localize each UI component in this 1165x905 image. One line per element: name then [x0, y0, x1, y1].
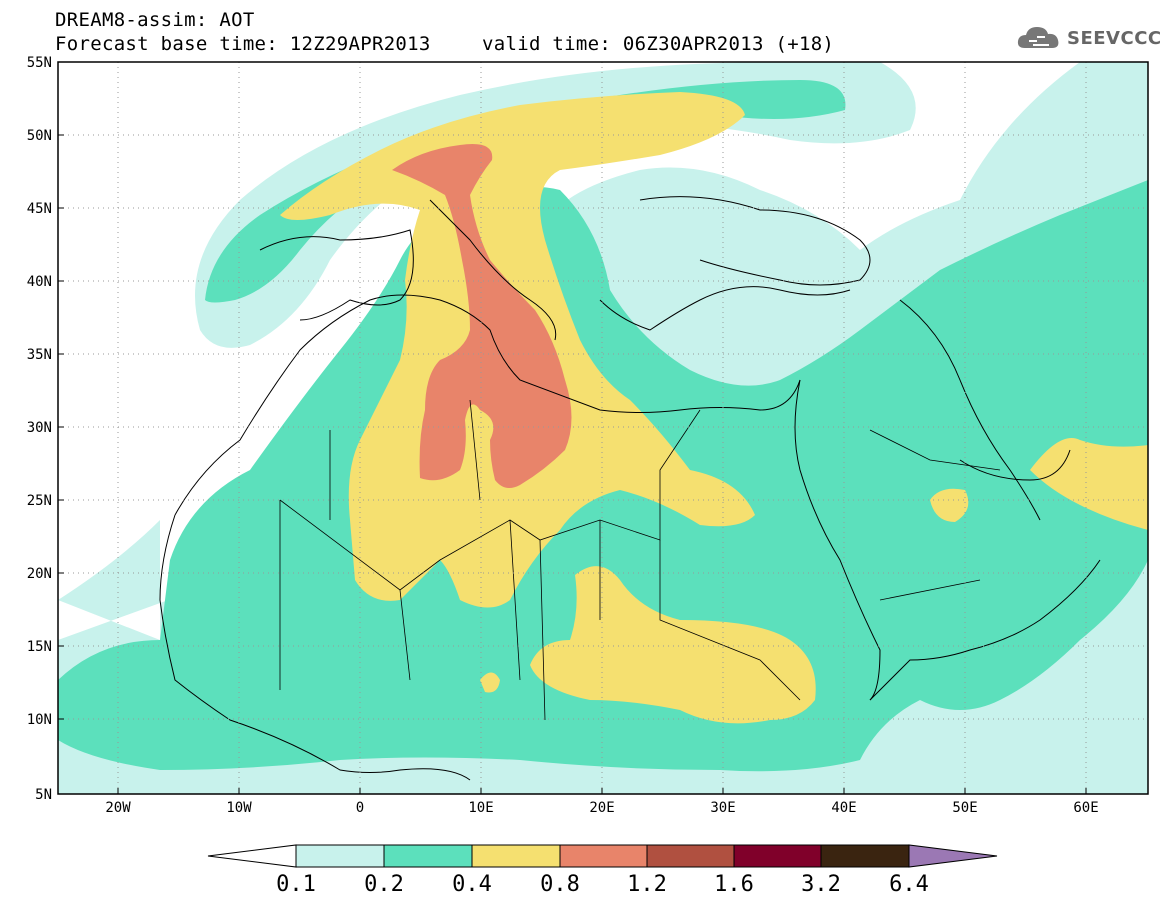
map-frame: [57, 61, 1149, 795]
lon-label: 20E: [589, 800, 614, 816]
colorbar-label: 1.2: [627, 872, 667, 897]
colorbar-segment: [646, 844, 735, 868]
lat-lon-grid: [58, 62, 1148, 794]
colorbar-label: 0.1: [276, 872, 316, 897]
lat-label: 40N: [27, 274, 52, 290]
colorbar-label: 3.2: [801, 872, 841, 897]
colorbar-segment: [559, 844, 648, 868]
lon-label: 0: [356, 800, 364, 816]
lat-label: 10N: [27, 712, 52, 728]
lat-label: 30N: [27, 420, 52, 436]
colorbar-segment: [733, 844, 822, 868]
lat-label: 20N: [27, 566, 52, 582]
country-borders: [279, 399, 1001, 721]
lon-label: 10W: [226, 800, 252, 816]
logo-text: SEEVCCC: [1067, 28, 1162, 49]
colorbar-segment: [820, 844, 910, 868]
lon-label: 20W: [105, 800, 131, 816]
aot-level-0.4: [280, 92, 1148, 724]
valid-time: valid time: 06Z30APR2013 (+18): [482, 33, 835, 55]
colorbar-label: 6.4: [889, 872, 929, 897]
colorbar-labels: 0.1 0.2 0.4 0.8 1.2 1.6 3.2 6.4: [276, 872, 929, 897]
colorbar-segment: [295, 844, 385, 868]
colorbar-label: 1.6: [714, 872, 754, 897]
colorbar-segment: [471, 844, 561, 868]
lon-label: 50E: [952, 800, 977, 816]
axis-ticks: [58, 61, 1087, 794]
lon-label: 30E: [710, 800, 735, 816]
latitude-labels: 55N 50N 45N 40N 35N 30N 25N 20N 15N 10N …: [27, 55, 52, 803]
aot-level-0.8: [392, 144, 572, 489]
forecast-base-time: Forecast base time: 12Z29APR2013: [55, 33, 431, 55]
map-title: DREAM8-assim: AOT: [55, 9, 255, 31]
lat-label: 35N: [27, 347, 52, 363]
seevccc-logo: SEEVCCC: [1015, 22, 1161, 56]
lat-label: 15N: [27, 639, 52, 655]
colorbar-over-arrow: [908, 844, 998, 868]
colorbar-label: 0.8: [540, 872, 580, 897]
colorbar-label: 0.4: [452, 872, 492, 897]
lon-label: 40E: [831, 800, 856, 816]
lat-label: 5N: [35, 787, 52, 803]
lat-label: 55N: [27, 55, 52, 71]
colorbar-segment: [383, 844, 473, 868]
colorbar: [207, 844, 998, 868]
lat-label: 45N: [27, 201, 52, 217]
longitude-labels: 20W 10W 0 10E 20E 30E 40E 50E 60E: [105, 800, 1098, 816]
lat-label: 25N: [27, 493, 52, 509]
colorbar-label: 0.2: [364, 872, 404, 897]
coastlines: [159, 196, 1101, 781]
aot-contours: [58, 62, 1148, 794]
cloud-icon: [1017, 27, 1059, 48]
lon-label: 10E: [468, 800, 493, 816]
lon-label: 60E: [1073, 800, 1098, 816]
colorbar-under-arrow: [207, 844, 297, 868]
lat-label: 50N: [27, 128, 52, 144]
